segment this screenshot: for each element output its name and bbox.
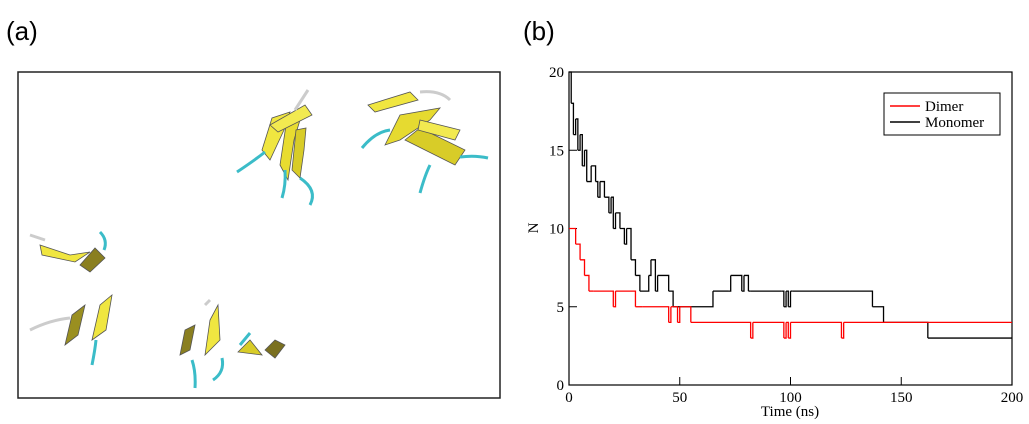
step-segment <box>580 260 584 276</box>
step-segment <box>651 260 655 291</box>
y-tick-label: 0 <box>557 378 565 394</box>
step-segment <box>593 291 613 307</box>
y-axis-label: N <box>526 222 542 233</box>
legend-label: Monomer <box>925 115 984 131</box>
step-segment <box>620 229 624 245</box>
step-segment <box>585 275 589 291</box>
step-segment <box>680 307 691 323</box>
step-segment <box>616 213 620 229</box>
y-tick-label: 15 <box>549 143 564 159</box>
step-segment <box>576 244 580 260</box>
step-segment <box>691 322 751 338</box>
figure: (a) (b) <box>0 0 1029 424</box>
step-segment <box>569 229 576 245</box>
step-segment <box>571 103 573 134</box>
step-segment <box>596 182 598 198</box>
x-tick-label: 200 <box>1001 390 1024 406</box>
step-segment <box>658 275 669 291</box>
step-segment <box>782 291 784 307</box>
x-tick-label: 50 <box>672 390 687 406</box>
step-segment <box>635 275 639 291</box>
legend-label: Dimer <box>925 99 963 115</box>
x-tick-label: 150 <box>890 390 913 406</box>
step-segment <box>793 291 873 307</box>
step-segment <box>642 307 669 323</box>
y-tick-label: 5 <box>557 300 565 316</box>
y-tick-label: 20 <box>549 65 564 81</box>
step-segment <box>791 322 842 338</box>
step-segment <box>631 260 635 276</box>
step-segment <box>591 166 595 182</box>
step-segment <box>616 291 636 307</box>
step-segment <box>884 322 928 338</box>
step-segment <box>671 307 678 323</box>
step-segment <box>627 229 631 260</box>
step-segment <box>640 275 649 291</box>
step-segment <box>649 260 651 276</box>
panel-label: (a) <box>6 16 38 46</box>
molecule-image <box>18 72 500 398</box>
step-segment <box>731 275 742 291</box>
x-axis-label: Time (ns) <box>761 404 819 420</box>
step-segment <box>600 182 604 198</box>
step-segment <box>872 307 883 323</box>
step-segment <box>728 275 730 291</box>
x-tick-label: 0 <box>565 390 573 406</box>
panel-label: (b) <box>523 16 555 46</box>
step-segment <box>673 291 713 307</box>
x-tick-label: 100 <box>779 390 802 406</box>
step-segment <box>753 322 784 338</box>
step-segment <box>669 291 673 307</box>
y-tick-label: 10 <box>549 222 564 238</box>
step-segment <box>744 275 748 291</box>
step-segment <box>587 166 591 182</box>
step-segment <box>604 197 608 213</box>
